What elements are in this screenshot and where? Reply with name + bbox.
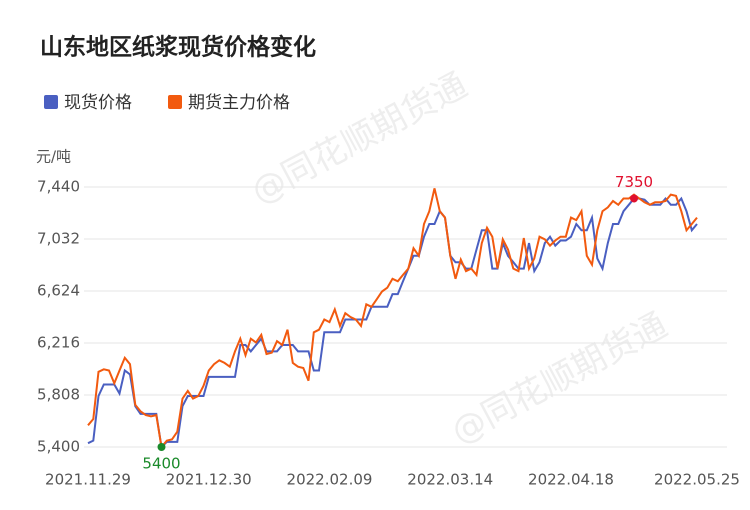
- y-tick-label: 6,624: [37, 282, 80, 300]
- legend-swatch: [44, 95, 58, 109]
- legend-swatch: [168, 95, 182, 109]
- legend-label: 期货主力价格: [188, 93, 290, 113]
- x-tick-label: 2022.05.25: [654, 471, 740, 489]
- y-unit: 元/吨: [36, 148, 71, 166]
- x-tick-label: 2022.02.09: [287, 471, 373, 489]
- x-tick-label: 2022.04.18: [528, 471, 614, 489]
- annotation-point: [630, 194, 638, 203]
- y-tick-label: 7,440: [37, 178, 80, 196]
- line-series: [87, 196, 698, 450]
- x-tick-label: 2021.11.29: [45, 471, 131, 489]
- legend-label: 现货价格: [64, 93, 132, 113]
- watermark: @同花顺期货通: [245, 65, 474, 212]
- annotation-label: 7350: [615, 173, 653, 191]
- line-series: [87, 188, 698, 450]
- annotation-label: 5400: [142, 455, 180, 473]
- y-tick-label: 5,400: [37, 438, 80, 456]
- x-tick-label: 2021.12.30: [166, 471, 252, 489]
- x-tick-label: 2022.03.14: [407, 471, 493, 489]
- y-tick-label: 6,216: [37, 334, 80, 352]
- y-tick-label: 7,032: [37, 230, 80, 248]
- y-tick-label: 5,808: [37, 386, 80, 404]
- chart-title: 山东地区纸浆现货价格变化: [40, 34, 316, 61]
- watermark: @同花顺期货通: [445, 305, 674, 452]
- annotation-point: [157, 443, 166, 451]
